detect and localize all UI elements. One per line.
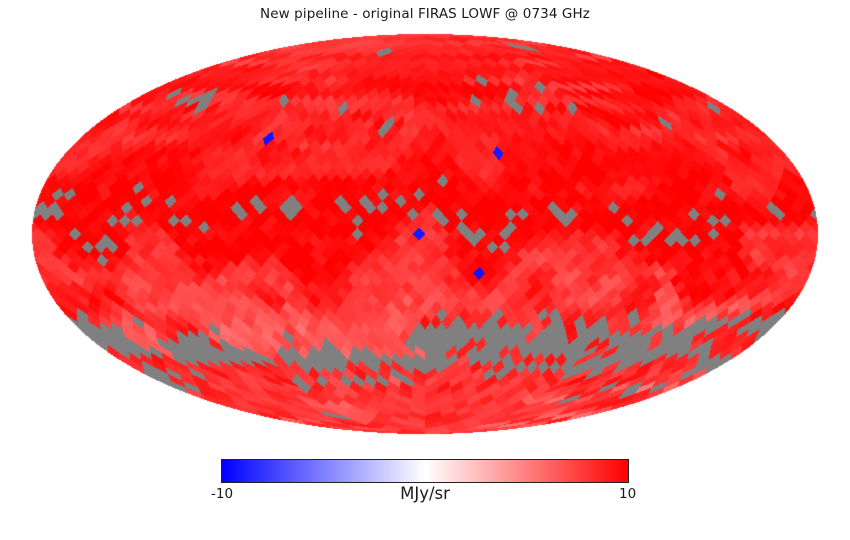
colorbar-min-tick-label: -10 [211, 486, 234, 502]
colorbar-unit-label: MJy/sr [400, 484, 450, 503]
colorbar-gradient [221, 459, 629, 483]
colorbar[interactable] [221, 459, 629, 483]
colorbar-max-tick-label: 10 [619, 486, 637, 502]
sky-map-panel [0, 0, 850, 450]
mollweide-sky-map [0, 0, 850, 450]
